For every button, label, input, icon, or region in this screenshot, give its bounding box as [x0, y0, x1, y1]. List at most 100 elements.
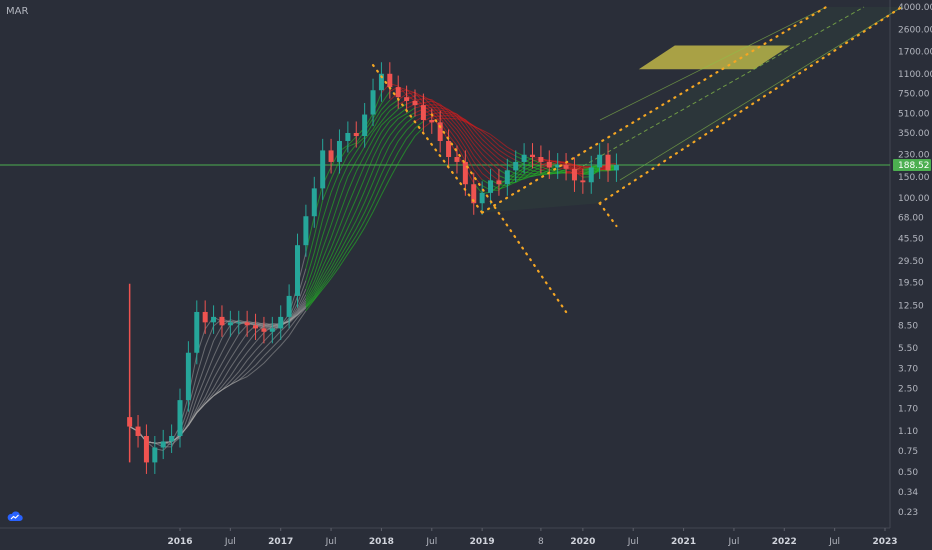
ma-ribbon-segment: [355, 178, 366, 199]
ma-ribbon-segment: [297, 288, 307, 308]
ma-ribbon-segment: [213, 389, 223, 397]
ma-ribbon-segment: [330, 214, 340, 239]
ma-ribbon-segment: [339, 243, 349, 259]
ma-ribbon-segment: [355, 190, 366, 211]
ma-ribbon-segment: [246, 350, 256, 361]
ma-ribbon-segment: [372, 131, 382, 149]
ma-ribbon-segment: [221, 348, 231, 364]
rising-trendline: [598, 202, 618, 228]
ma-ribbon-segment: [490, 173, 500, 181]
ma-ribbon-segment: [322, 209, 332, 236]
ma-ribbon-segment: [364, 193, 374, 213]
candle-body: [429, 120, 435, 123]
ma-ribbon-segment: [372, 109, 382, 124]
ma-ribbon-segment: [204, 387, 214, 402]
ma-ribbon-segment: [557, 171, 567, 173]
ma-ribbon-segment: [339, 217, 349, 238]
price-tick-label: 0.23: [898, 508, 918, 518]
ma-ribbon-segment: [456, 116, 466, 122]
ma-ribbon-segment: [490, 134, 500, 142]
price-tick-label: 8.50: [898, 321, 918, 331]
ma-ribbon-segment: [473, 149, 483, 161]
ma-ribbon-segment: [532, 170, 541, 173]
ma-ribbon-segment: [498, 164, 508, 171]
candle-body: [278, 316, 284, 329]
ma-ribbon-segment: [355, 136, 365, 145]
ma-ribbon-segment: [456, 129, 466, 142]
ma-ribbon-segment: [389, 132, 399, 146]
candle-body: [538, 157, 544, 162]
ma-ribbon-segment: [540, 169, 550, 175]
ma-ribbon-segment: [322, 278, 332, 290]
ma-ribbon-segment: [338, 191, 349, 215]
ma-ribbon-segment: [473, 161, 483, 174]
ma-ribbon-segment: [322, 271, 332, 285]
ma-ribbon-segment: [389, 151, 399, 169]
ma-ribbon-segment: [255, 322, 265, 326]
ma-ribbon-segment: [397, 129, 408, 142]
ma-ribbon-segment: [229, 363, 240, 377]
last-price-tag: [893, 159, 931, 172]
ma-ribbon-segment: [423, 116, 433, 122]
ma-ribbon-segment: [515, 173, 525, 176]
candle-body: [605, 154, 611, 171]
ma-ribbon-segment: [372, 149, 382, 171]
ma-ribbon-segment: [229, 371, 240, 382]
candle-body: [286, 295, 292, 317]
ma-ribbon-segment: [347, 235, 357, 250]
ma-ribbon-segment: [498, 185, 508, 190]
ma-ribbon-segment: [322, 179, 332, 201]
price-tick-label: 0.75: [898, 447, 918, 457]
ma-ribbon-segment: [355, 154, 366, 172]
ma-ribbon-segment: [456, 140, 466, 154]
ma-ribbon-segment: [347, 185, 357, 206]
ma-ribbon-segment: [347, 142, 357, 148]
ma-ribbon-segment: [523, 167, 533, 175]
ma-ribbon-segment: [347, 210, 357, 229]
ma-ribbon-segment: [464, 131, 475, 145]
ma-ribbon-segment: [565, 162, 575, 166]
ma-ribbon-segment: [397, 116, 407, 126]
ma-ribbon-segment: [481, 159, 491, 169]
ma-ribbon-segment: [557, 169, 567, 172]
ma-ribbon-segment: [498, 154, 508, 161]
ma-ribbon-segment: [238, 324, 248, 335]
ma-ribbon-segment: [255, 362, 265, 371]
ma-ribbon-segment: [364, 132, 374, 147]
candle-body: [488, 180, 494, 193]
ma-ribbon-segment: [221, 358, 231, 373]
ma-ribbon-segment: [372, 162, 382, 183]
time-tick-label: Jul: [224, 537, 236, 547]
candle-body: [412, 100, 418, 106]
ma-ribbon-segment: [380, 144, 391, 163]
ma-ribbon-segment: [372, 124, 382, 140]
ma-ribbon-segment: [456, 134, 466, 149]
ma-ribbon-segment: [246, 341, 256, 353]
time-tick-label: Jul: [425, 537, 437, 547]
ma-ribbon-segment: [498, 145, 508, 152]
ma-ribbon-segment: [372, 140, 382, 158]
ma-ribbon-segment: [355, 164, 366, 186]
candle-body: [479, 192, 485, 204]
ma-ribbon-segment: [389, 140, 399, 157]
ma-ribbon-segment: [431, 100, 441, 111]
ma-ribbon-segment: [322, 256, 332, 273]
ma-ribbon-segment: [288, 303, 298, 321]
rising-channel-lower-solid: [619, 6, 902, 181]
price-tick-label: 1700.00: [898, 47, 932, 57]
ma-ribbon-segment: [196, 377, 206, 399]
ma-ribbon-segment: [389, 118, 399, 128]
candle-body: [244, 322, 250, 326]
price-tick-label: 5.50: [898, 344, 918, 354]
ma-ribbon-segment: [338, 176, 349, 201]
tradingview-cloud-icon[interactable]: [7, 510, 23, 522]
rising-channel-fill: [482, 7, 902, 213]
ma-ribbon-segment: [364, 182, 374, 203]
candle-body: [202, 311, 208, 323]
ma-ribbon-segment: [364, 170, 374, 192]
ma-ribbon-segment: [246, 364, 256, 374]
ma-ribbon-segment: [381, 110, 391, 122]
ma-ribbon-segment: [355, 220, 366, 236]
ma-ribbon-segment: [515, 173, 525, 183]
